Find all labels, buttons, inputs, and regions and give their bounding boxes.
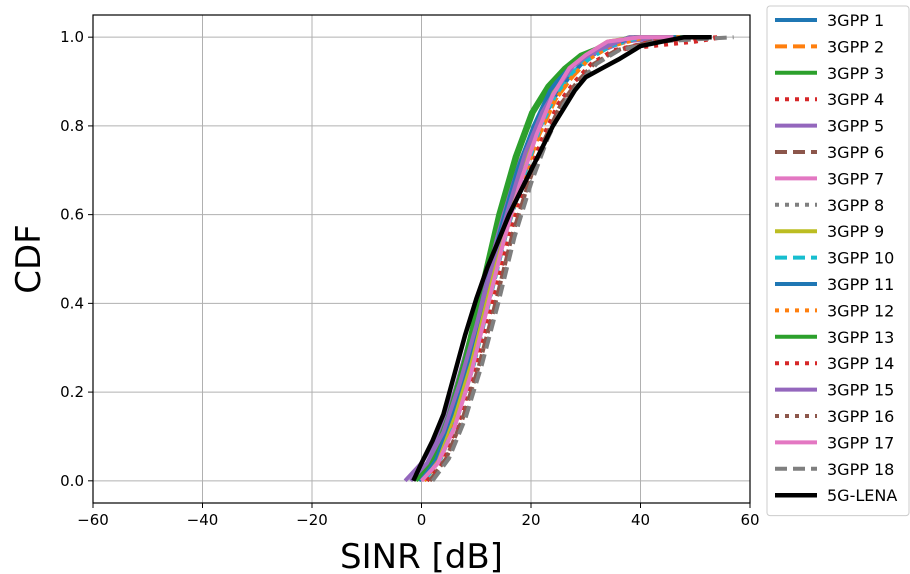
legend-label: 3GPP 4: [827, 90, 884, 109]
y-tick-label: 0.8: [60, 117, 84, 135]
legend-label: 3GPP 9: [827, 222, 884, 241]
y-tick-label: 0.0: [60, 472, 84, 490]
legend-label: 3GPP 11: [827, 275, 894, 294]
grid: [92, 15, 751, 503]
series-line-17: [420, 35, 674, 483]
x-tick-label: 20: [521, 511, 540, 529]
series-line-18: [430, 35, 734, 482]
legend-label: 3GPP 18: [827, 460, 894, 479]
legend: 3GPP 1 3GPP 2 3GPP 3 3GPP 4 3GPP 5 3GPP 6 3GPP…: [766, 5, 910, 517]
x-tick-label: −60: [77, 511, 109, 529]
x-axis-label: SINR [dB]: [340, 537, 503, 574]
series-line-4: [425, 35, 723, 482]
x-tick-label: 60: [740, 511, 759, 529]
legend-label: 3GPP 6: [827, 143, 884, 162]
series-line-14: [425, 35, 718, 482]
y-tick-label: 0.4: [60, 294, 84, 312]
y-tick-label: 0.6: [60, 206, 84, 224]
legend-label: 3GPP 1: [827, 11, 884, 30]
legend-label: 3GPP 3: [827, 64, 884, 83]
x-tick-label: −20: [296, 511, 328, 529]
y-axis-label: CDF: [9, 224, 49, 293]
series-line-19: [411, 34, 712, 482]
series-line-16: [428, 35, 707, 482]
legend-label: 3GPP 10: [827, 249, 894, 268]
legend-label: 5G-LENA: [827, 486, 897, 505]
x-tick-label: 0: [417, 511, 427, 529]
legend-label: 3GPP 7: [827, 169, 884, 188]
legend-label: 3GPP 13: [827, 328, 894, 347]
legend-label: 3GPP 16: [827, 407, 894, 426]
legend-label: 3GPP 17: [827, 433, 894, 452]
axis-ticks: −60 −40 −20 0 20 40 60 0.0 0.2 0.4 0.6 0.8 1.0: [60, 28, 759, 529]
y-tick-label: 0.2: [60, 383, 84, 401]
legend-label: 3GPP 5: [827, 117, 884, 136]
legend-label: 3GPP 12: [827, 301, 894, 320]
series-layer: [403, 34, 734, 483]
legend-label: 3GPP 15: [827, 381, 894, 400]
x-tick-label: −40: [187, 511, 219, 529]
legend-label: 3GPP 2: [827, 37, 884, 56]
x-tick-label: 40: [631, 511, 650, 529]
y-tick-label: 1.0: [60, 28, 84, 46]
legend-label: 3GPP 8: [827, 196, 884, 215]
legend-label: 3GPP 14: [827, 354, 894, 373]
